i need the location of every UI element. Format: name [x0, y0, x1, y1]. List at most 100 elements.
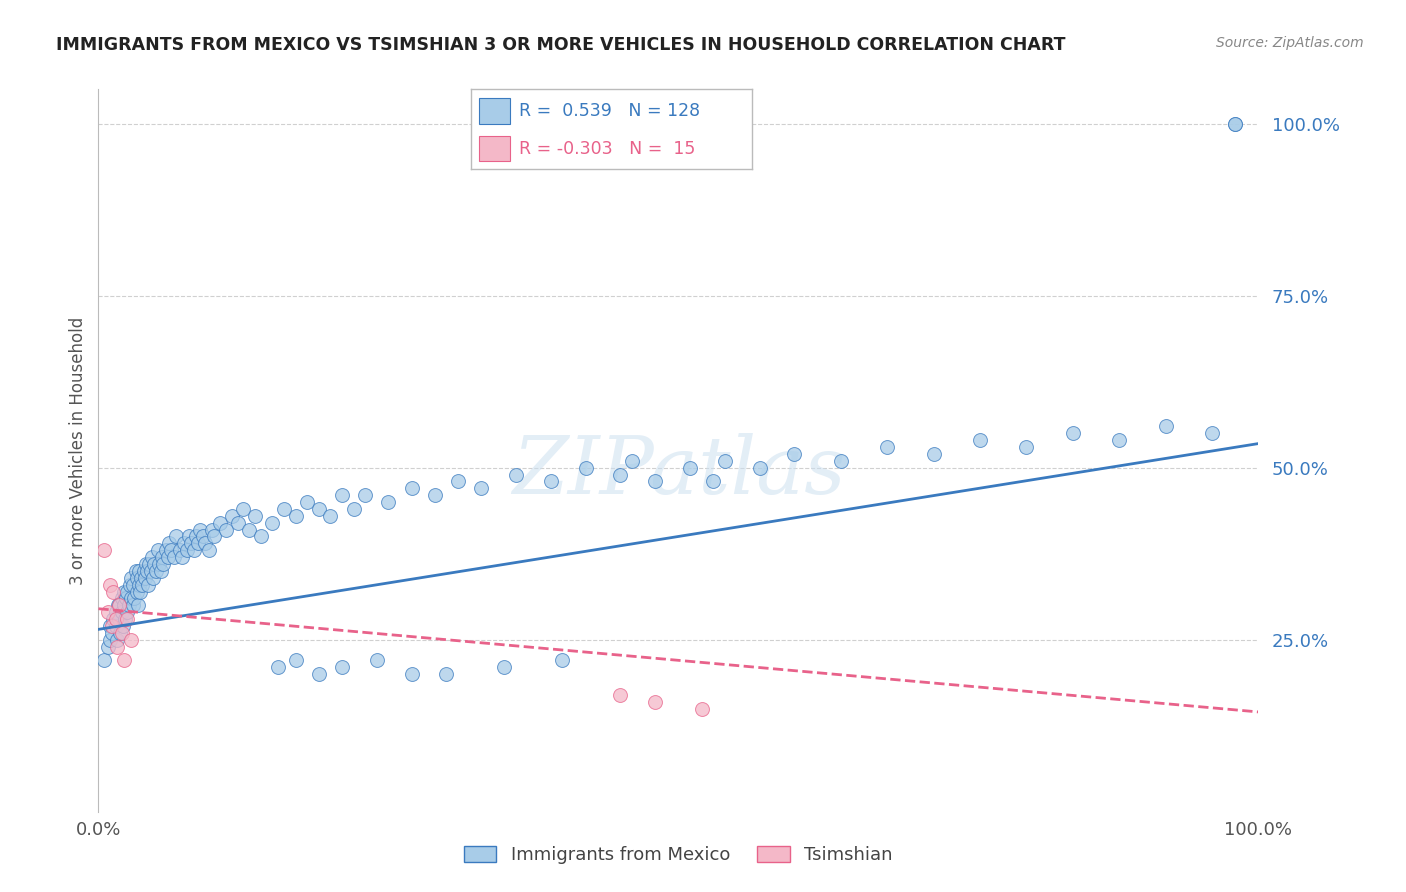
- Point: [103, 584, 125, 599]
- Point: [180, 536, 202, 550]
- Point: [127, 599, 149, 613]
- Point: [98, 632, 121, 647]
- Point: [117, 605, 139, 619]
- Point: [284, 508, 307, 523]
- Point: [243, 508, 266, 523]
- Point: [124, 564, 146, 578]
- Point: [131, 571, 153, 585]
- Point: [308, 502, 330, 516]
- Point: [124, 591, 146, 606]
- Point: [922, 447, 945, 461]
- Point: [157, 536, 180, 550]
- Point: [714, 454, 737, 468]
- Point: [184, 529, 207, 543]
- Point: [155, 543, 177, 558]
- Bar: [479, 136, 510, 161]
- Point: [107, 599, 129, 613]
- Point: [142, 571, 165, 585]
- Point: [98, 619, 121, 633]
- Point: [1223, 117, 1247, 131]
- Point: [169, 543, 191, 558]
- Point: [97, 605, 120, 619]
- Text: R =  0.539   N = 128: R = 0.539 N = 128: [519, 102, 700, 120]
- Point: [143, 557, 166, 571]
- Point: [165, 529, 187, 543]
- Point: [273, 502, 295, 516]
- Point: [262, 516, 284, 530]
- Point: [644, 695, 666, 709]
- Point: [152, 557, 174, 571]
- Point: [105, 640, 128, 654]
- Point: [423, 488, 446, 502]
- Point: [111, 619, 134, 633]
- Point: [679, 460, 702, 475]
- Point: [170, 550, 193, 565]
- Point: [117, 599, 139, 613]
- Point: [969, 433, 991, 447]
- Point: [447, 475, 470, 489]
- Point: [138, 557, 160, 571]
- Point: [1015, 440, 1038, 454]
- Point: [297, 495, 319, 509]
- Point: [150, 564, 173, 578]
- Point: [146, 543, 169, 558]
- Point: [177, 529, 200, 543]
- Point: [377, 495, 399, 509]
- Point: [108, 599, 131, 613]
- Point: [134, 571, 156, 585]
- Point: [702, 475, 724, 489]
- Point: [238, 523, 260, 537]
- Point: [1154, 419, 1177, 434]
- Point: [690, 701, 713, 715]
- Point: [101, 625, 124, 640]
- Point: [1201, 426, 1223, 441]
- Point: [644, 475, 666, 489]
- Point: [183, 543, 205, 558]
- Point: [98, 577, 121, 591]
- Point: [122, 577, 145, 591]
- Text: R = -0.303   N =  15: R = -0.303 N = 15: [519, 140, 695, 158]
- Point: [232, 502, 254, 516]
- Point: [120, 591, 142, 606]
- Point: [117, 584, 139, 599]
- Point: [609, 688, 631, 702]
- Point: [128, 564, 150, 578]
- Point: [117, 612, 139, 626]
- Text: ZIPatlas: ZIPatlas: [512, 434, 845, 511]
- Point: [221, 508, 243, 523]
- Point: [135, 557, 157, 571]
- Point: [110, 625, 132, 640]
- Point: [139, 564, 162, 578]
- Point: [132, 564, 155, 578]
- Point: [250, 529, 273, 543]
- Point: [163, 550, 186, 565]
- Point: [97, 640, 120, 654]
- Point: [267, 660, 290, 674]
- Point: [101, 619, 124, 633]
- Point: [540, 475, 562, 489]
- Point: [125, 571, 148, 585]
- Point: [157, 550, 180, 565]
- Point: [748, 460, 770, 475]
- Point: [470, 481, 492, 495]
- Point: [226, 516, 249, 530]
- Point: [125, 584, 148, 599]
- Point: [160, 543, 183, 558]
- Point: [609, 467, 631, 482]
- Point: [115, 591, 138, 606]
- Point: [284, 653, 307, 667]
- Point: [131, 577, 153, 591]
- Point: [118, 577, 141, 591]
- Point: [830, 454, 852, 468]
- Point: [136, 564, 159, 578]
- Point: [1108, 433, 1130, 447]
- Point: [366, 653, 388, 667]
- Point: [136, 577, 159, 591]
- Point: [209, 516, 232, 530]
- Point: [105, 632, 128, 647]
- Point: [308, 667, 330, 681]
- Point: [319, 508, 342, 523]
- Point: [104, 612, 127, 626]
- Point: [148, 557, 170, 571]
- Point: [354, 488, 377, 502]
